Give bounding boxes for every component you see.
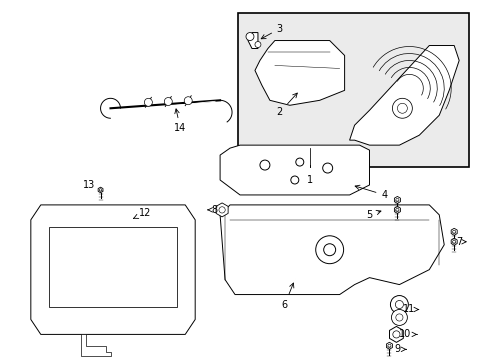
Circle shape	[295, 158, 303, 166]
Polygon shape	[31, 205, 195, 334]
Polygon shape	[386, 342, 392, 349]
Polygon shape	[220, 205, 443, 294]
Circle shape	[397, 103, 407, 113]
Circle shape	[390, 310, 407, 325]
Circle shape	[219, 207, 225, 213]
Bar	[238, 13, 468, 167]
Polygon shape	[98, 187, 103, 193]
Polygon shape	[394, 206, 400, 213]
Polygon shape	[254, 41, 344, 105]
Polygon shape	[81, 334, 110, 356]
Circle shape	[387, 344, 390, 347]
Circle shape	[254, 41, 261, 48]
Circle shape	[395, 314, 402, 321]
Circle shape	[392, 98, 411, 118]
Text: 6: 6	[281, 283, 293, 310]
Circle shape	[245, 32, 253, 41]
Circle shape	[184, 97, 192, 105]
Circle shape	[452, 240, 455, 243]
Circle shape	[315, 236, 343, 264]
Bar	[49, 227, 177, 306]
Circle shape	[99, 189, 102, 191]
Text: 9: 9	[393, 345, 405, 354]
Circle shape	[144, 98, 152, 106]
Circle shape	[389, 296, 407, 314]
Text: 13: 13	[82, 180, 95, 190]
Text: 7: 7	[455, 237, 465, 247]
Circle shape	[322, 163, 332, 173]
Circle shape	[323, 244, 335, 256]
Circle shape	[260, 160, 269, 170]
Text: 10: 10	[398, 329, 416, 339]
Polygon shape	[389, 327, 403, 342]
Text: 2: 2	[276, 93, 297, 117]
Polygon shape	[394, 197, 400, 203]
Text: 1: 1	[306, 175, 312, 185]
Circle shape	[395, 198, 398, 202]
Polygon shape	[450, 228, 456, 235]
Text: 11: 11	[403, 305, 418, 315]
Circle shape	[164, 98, 172, 105]
Text: 8: 8	[207, 205, 217, 215]
Polygon shape	[216, 203, 228, 217]
Circle shape	[452, 230, 455, 233]
Polygon shape	[220, 145, 369, 195]
Text: 4: 4	[354, 185, 386, 200]
Polygon shape	[450, 238, 456, 245]
Text: 14: 14	[174, 109, 186, 133]
Circle shape	[395, 208, 398, 211]
Polygon shape	[349, 45, 458, 145]
Text: 5: 5	[366, 210, 380, 220]
Polygon shape	[247, 32, 258, 49]
Circle shape	[392, 331, 399, 338]
Circle shape	[290, 176, 298, 184]
Text: 3: 3	[261, 24, 283, 39]
Text: 12: 12	[133, 208, 151, 219]
Circle shape	[395, 301, 403, 309]
